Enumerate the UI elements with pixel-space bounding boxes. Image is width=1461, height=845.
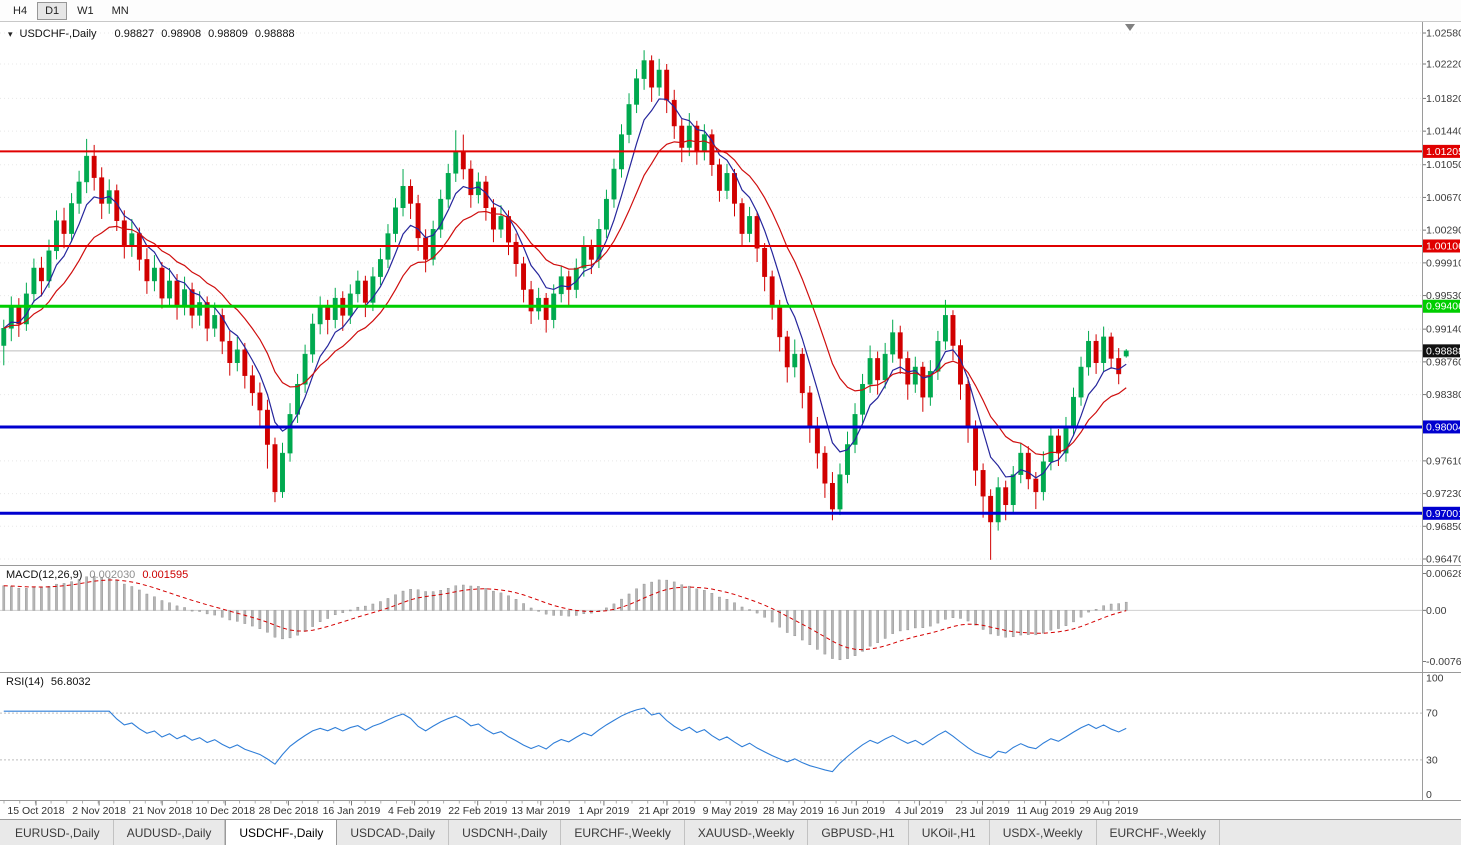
- price-tag: [1423, 506, 1460, 520]
- rsi-value: 56.8032: [50, 676, 91, 688]
- svg-text:29 Aug 2019: 29 Aug 2019: [1079, 805, 1138, 817]
- timeframe-button-d1[interactable]: D1: [37, 1, 68, 20]
- chart-tab-eurchf-weekly[interactable]: EURCHF-,Weekly: [561, 820, 685, 845]
- date-axis: 15 Oct 2018 2 Nov 2018 21 Nov 2018 10 Dec 2…: [3, 801, 1138, 817]
- macd-pane: 0.006286 0.00 -0.00762: [0, 568, 1461, 668]
- timeframe-buttons-group: H4 D1 W1 MN: [5, 1, 137, 20]
- price-tag: [1423, 144, 1460, 158]
- svg-text:4 Jul 2019: 4 Jul 2019: [895, 805, 944, 817]
- symbol-dropdown-icon[interactable]: ▾: [8, 28, 13, 39]
- price-tag: [1423, 299, 1460, 313]
- svg-text:28 Dec 2018: 28 Dec 2018: [259, 805, 319, 817]
- svg-text:23 Jul 2019: 23 Jul 2019: [955, 805, 1009, 817]
- chart-tab-ukoil-h1[interactable]: UKOil-,H1: [909, 820, 990, 845]
- svg-text:1.00106: 1.00106: [1426, 240, 1461, 252]
- chart-tabs-bar: EURUSD-,Daily AUDUSD-,Daily USDCHF-,Daily U…: [0, 819, 1461, 845]
- chart-tab-xauusd-weekly[interactable]: XAUUSD-,Weekly: [685, 820, 809, 845]
- svg-text:70: 70: [1426, 708, 1438, 720]
- svg-text:0.97230: 0.97230: [1426, 488, 1461, 500]
- svg-text:0.006286: 0.006286: [1426, 568, 1461, 580]
- svg-text:0.99140: 0.99140: [1426, 324, 1461, 336]
- svg-text:13 Mar 2019: 13 Mar 2019: [511, 805, 570, 817]
- svg-text:1.01440: 1.01440: [1426, 126, 1461, 138]
- svg-text:0.97610: 0.97610: [1426, 455, 1461, 467]
- chart-canvas[interactable]: 1.02580 1.02220 1.01820 1.01440 1.01050 1.006…: [0, 0, 1461, 820]
- svg-text:0.98004: 0.98004: [1426, 421, 1461, 433]
- legend-close: 0.98888: [254, 28, 295, 40]
- svg-text:9 May 2019: 9 May 2019: [703, 805, 758, 817]
- legend-low: 0.98809: [208, 28, 248, 40]
- rsi-label: RSI(14): [6, 676, 44, 688]
- svg-text:0.98380: 0.98380: [1426, 389, 1461, 401]
- svg-text:1.00290: 1.00290: [1426, 225, 1461, 237]
- svg-text:0.99910: 0.99910: [1426, 257, 1461, 269]
- svg-text:1.02220: 1.02220: [1426, 58, 1461, 70]
- price-tag: [1423, 420, 1460, 434]
- svg-text:16 Jan 2019: 16 Jan 2019: [323, 805, 381, 817]
- rsi-legend: RSI(14) 56.8032: [6, 676, 91, 688]
- svg-text:2 Nov 2018: 2 Nov 2018: [72, 805, 126, 817]
- svg-text:30: 30: [1426, 754, 1438, 766]
- svg-text:21 Nov 2018: 21 Nov 2018: [132, 805, 192, 817]
- svg-text:0.00: 0.00: [1426, 605, 1447, 617]
- chart-tab-eurusd-daily[interactable]: EURUSD-,Daily: [2, 820, 114, 845]
- grid-layer: [0, 32, 1422, 560]
- svg-text:0.96470: 0.96470: [1426, 554, 1461, 566]
- svg-text:0.99406: 0.99406: [1426, 301, 1461, 313]
- ma-fast-line: [3, 98, 1127, 479]
- svg-text:1.00670: 1.00670: [1426, 192, 1461, 204]
- svg-text:-0.00762: -0.00762: [1426, 656, 1461, 668]
- svg-text:11 Aug 2019: 11 Aug 2019: [1016, 805, 1074, 817]
- chart-tab-usdchf-daily[interactable]: USDCHF-,Daily: [225, 820, 338, 845]
- legend-open: 0.98827: [114, 28, 155, 40]
- timeframe-toolbar: H4 D1 W1 MN: [0, 0, 1461, 22]
- ma-slow-line: [3, 139, 1127, 456]
- macd-main-value: 0.002030: [89, 569, 136, 581]
- chart-tab-audusd-daily[interactable]: AUDUSD-,Daily: [114, 820, 226, 845]
- chart-legend: ▾ USDCHF-,Daily 0.98827 0.98908 0.98809 …: [8, 28, 295, 40]
- svg-text:28 May 2019: 28 May 2019: [763, 805, 824, 817]
- svg-text:15 Oct 2018: 15 Oct 2018: [7, 805, 64, 817]
- svg-text:1.01205: 1.01205: [1426, 146, 1461, 158]
- legend-high: 0.98908: [161, 28, 202, 40]
- macd-signal-value: 0.001595: [142, 569, 189, 581]
- svg-text:1.01820: 1.01820: [1426, 93, 1461, 105]
- price-tag: [1423, 344, 1460, 358]
- timeframe-button-h4[interactable]: H4: [5, 2, 35, 20]
- price-axis: 1.02580 1.02220 1.01820 1.01440 1.01050 1.006…: [1422, 28, 1461, 566]
- svg-text:1.01050: 1.01050: [1426, 159, 1461, 171]
- macd-legend: MACD(12,26,9) 0.002030 0.001595: [6, 569, 188, 581]
- svg-text:4 Feb 2019: 4 Feb 2019: [388, 805, 441, 817]
- chart-tab-usdcnh-daily[interactable]: USDCNH-,Daily: [449, 820, 562, 845]
- macd-label: MACD(12,26,9): [6, 569, 83, 581]
- svg-text:1.02580: 1.02580: [1426, 28, 1461, 40]
- svg-text:0.99530: 0.99530: [1426, 290, 1461, 302]
- chart-shift-marker-icon: [1125, 24, 1135, 31]
- pane-separators: [0, 22, 1461, 801]
- price-tag: [1423, 239, 1460, 253]
- svg-text:16 Jun 2019: 16 Jun 2019: [827, 805, 885, 817]
- svg-text:100: 100: [1426, 673, 1444, 685]
- svg-text:21 Apr 2019: 21 Apr 2019: [639, 805, 696, 817]
- chart-tab-gbpusd-h1[interactable]: GBPUSD-,H1: [808, 820, 909, 845]
- svg-text:0.96850: 0.96850: [1426, 521, 1461, 533]
- rsi-pane: 100 70 30 0: [0, 673, 1444, 801]
- chart-tab-usdcad-daily[interactable]: USDCAD-,Daily: [337, 820, 450, 845]
- chart-tab-eurchf-weekly[interactable]: EURCHF-,Weekly: [1097, 820, 1220, 845]
- chart-tab-usdx-weekly[interactable]: USDX-,Weekly: [990, 820, 1097, 845]
- level-lines: [0, 150, 1422, 515]
- svg-text:0: 0: [1426, 789, 1432, 801]
- svg-text:0.98760: 0.98760: [1426, 356, 1461, 368]
- price-tags: 1.01205 1.00106 0.99406 0.98004 0.97001 0.988…: [1423, 144, 1461, 520]
- timeframe-button-mn[interactable]: MN: [104, 2, 137, 20]
- svg-text:10 Dec 2018: 10 Dec 2018: [196, 805, 256, 817]
- svg-text:0.97001: 0.97001: [1426, 508, 1461, 520]
- svg-text:1 Apr 2019: 1 Apr 2019: [579, 805, 630, 817]
- timeframe-button-w1[interactable]: W1: [69, 2, 102, 20]
- svg-text:22 Feb 2019: 22 Feb 2019: [448, 805, 507, 817]
- legend-symbol: USDCHF-,Daily: [19, 28, 97, 40]
- svg-text:0.98888: 0.98888: [1426, 345, 1461, 357]
